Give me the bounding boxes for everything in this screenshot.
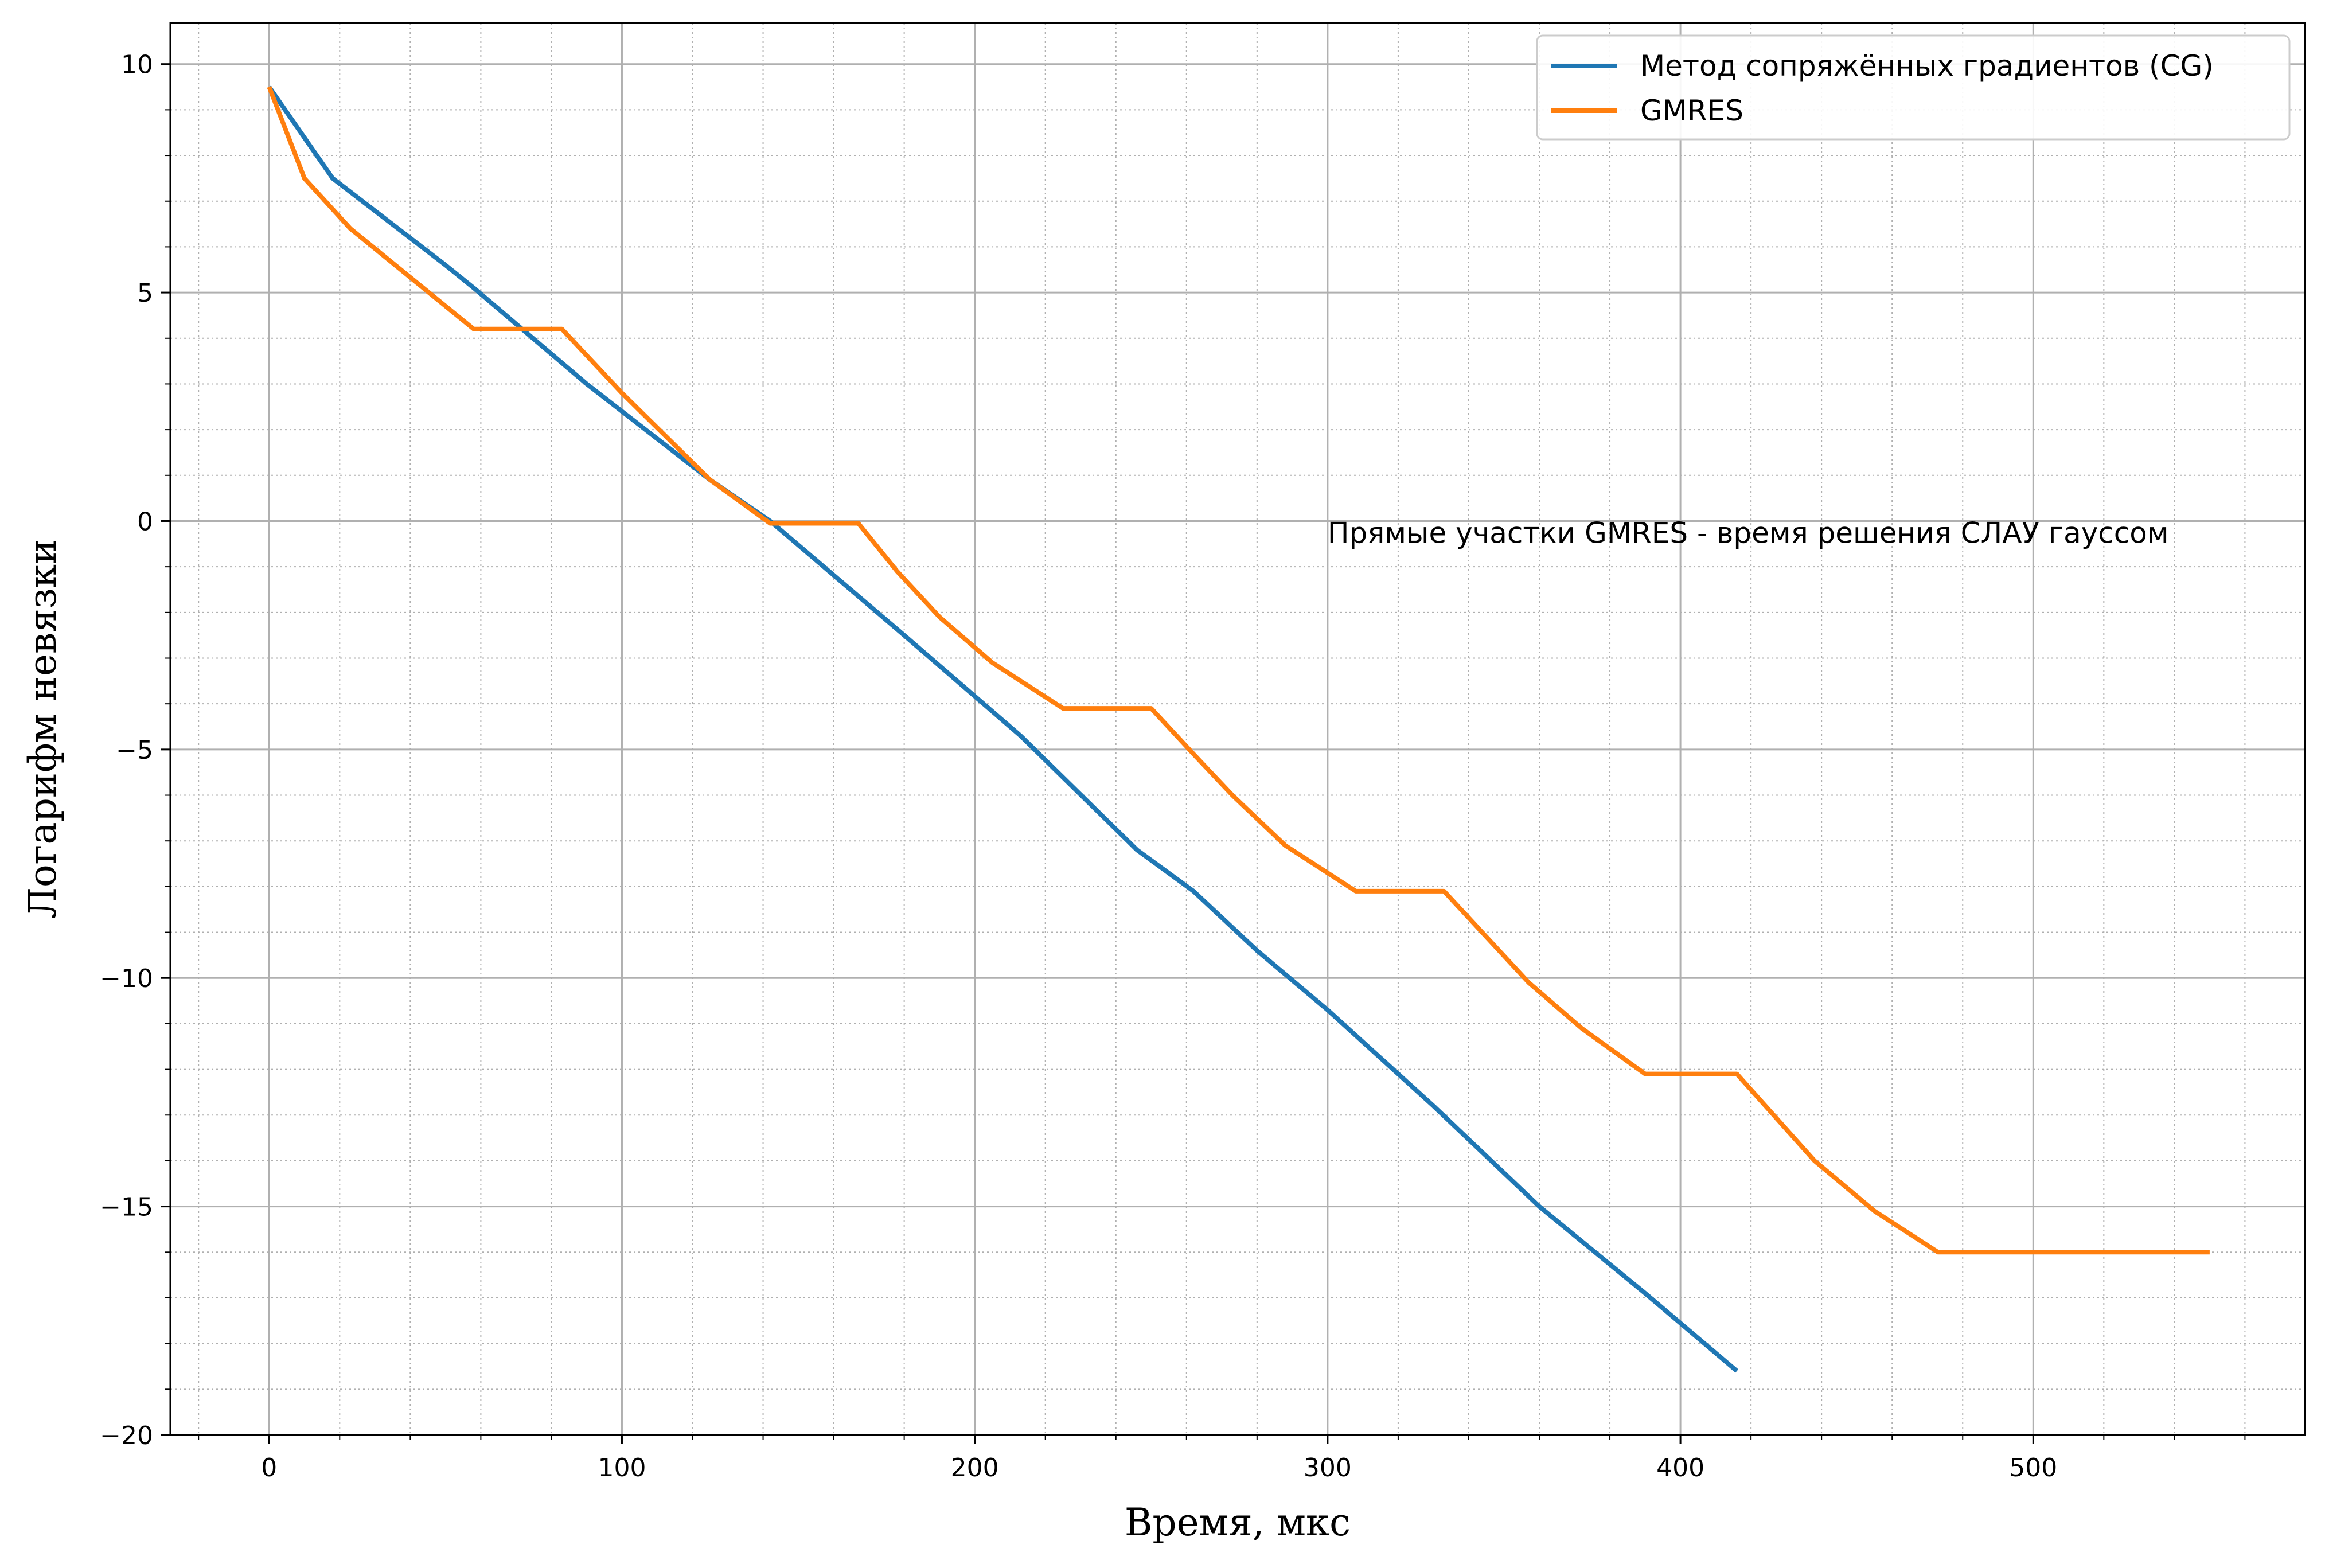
legend-label-gmres: GMRES — [1640, 94, 1743, 127]
plot-frame — [169, 22, 2306, 1436]
y-tick-label: −20 — [100, 1421, 153, 1450]
y-axis-title: Логарифм невязки — [21, 539, 65, 919]
x-tick-label: 100 — [598, 1453, 646, 1483]
legend: Метод сопряжённых градиентов (CG) GMRES — [1536, 34, 2291, 141]
chart-annotation: Прямые участки GMRES - время решения СЛА… — [1328, 516, 2169, 549]
x-tick-label: 400 — [1656, 1453, 1704, 1483]
y-tick-label: −10 — [100, 964, 153, 993]
axis-ticks — [161, 63, 2246, 1444]
series-line-1 — [267, 86, 2210, 1255]
x-tick-labels: 0 100 200 300 400 500 — [261, 1453, 2057, 1483]
x-tick-label: 200 — [951, 1453, 999, 1483]
legend-box — [1536, 34, 2291, 141]
x-tick-label: 0 — [261, 1453, 277, 1483]
minor-grid — [170, 23, 2305, 1435]
y-tick-label: −15 — [100, 1193, 153, 1222]
legend-label-cg: Метод сопряжённых градиентов (CG) — [1640, 49, 2214, 83]
x-tick-label: 500 — [2009, 1453, 2057, 1483]
y-tick-label: −5 — [116, 736, 153, 765]
y-tick-label: 10 — [121, 50, 153, 80]
x-axis-title: Время, мкс — [1125, 1500, 1351, 1544]
x-tick-label: 300 — [1304, 1453, 1352, 1483]
series-line-0 — [267, 85, 1739, 1373]
y-tick-labels: 10 5 0 −5 −10 −15 −20 — [100, 50, 153, 1450]
y-tick-label: 0 — [137, 507, 153, 536]
plot-background — [170, 23, 2305, 1435]
major-grid — [170, 23, 2305, 1436]
y-tick-label: 5 — [137, 279, 153, 308]
series-layer — [267, 85, 2210, 1373]
